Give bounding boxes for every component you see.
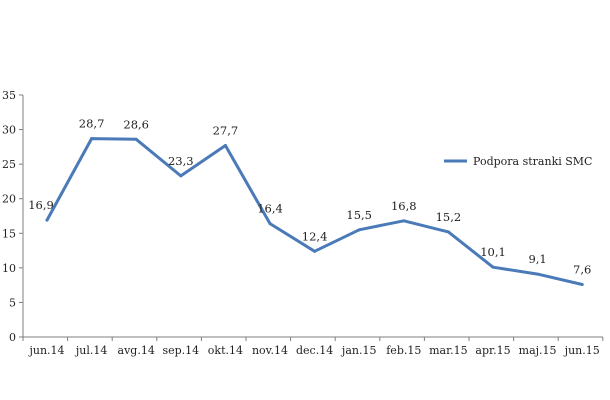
x-tick-label: okt.14 [208, 344, 243, 357]
data-label: 15,2 [436, 210, 462, 224]
data-labels: 16,9 28,7 28,6 23,3 27,7 16,4 12,4 15,5 16,8 15,2… [28, 117, 591, 277]
y-tick-label: 30 [2, 124, 16, 137]
y-tick-label: 10 [2, 262, 16, 275]
data-point [223, 143, 227, 147]
x-tick-label: maj.15 [519, 344, 557, 357]
y-tick-label: 15 [2, 227, 16, 240]
data-point [90, 137, 94, 141]
data-point [179, 174, 183, 178]
data-label: 23,3 [168, 154, 194, 168]
y-tick-label: 20 [2, 193, 16, 206]
y-tick-label: 5 [9, 296, 16, 309]
data-point [402, 219, 406, 223]
chart-axes [22, 95, 603, 338]
data-label: 15,5 [346, 208, 372, 222]
data-point [580, 282, 584, 286]
data-label: 9,1 [528, 252, 546, 266]
data-point [446, 230, 450, 234]
legend: Podpora stranki SMC [444, 155, 592, 168]
x-tick-label: jan.15 [340, 344, 377, 357]
legend-label: Podpora stranki SMC [473, 155, 592, 168]
data-point [536, 272, 540, 276]
series-lines [45, 137, 584, 286]
data-point [357, 228, 361, 232]
x-tick-label: nov.14 [252, 344, 288, 357]
x-tick-label: mar.15 [429, 344, 468, 357]
data-point [491, 265, 495, 269]
data-label: 7,6 [573, 262, 591, 276]
y-axis-ticks: 0 5 10 15 20 25 30 35 [2, 89, 23, 344]
y-tick-label: 0 [9, 331, 16, 344]
x-tick-label: feb.15 [386, 344, 421, 357]
data-label: 12,4 [302, 229, 328, 243]
data-label: 28,7 [79, 117, 105, 131]
data-label: 16,8 [391, 199, 417, 213]
x-tick-label: jun.15 [563, 344, 600, 357]
data-point [268, 222, 272, 226]
x-tick-label: jun.14 [27, 344, 64, 357]
data-label: 28,6 [123, 117, 149, 131]
x-tick-label: apr.15 [475, 344, 510, 357]
data-point [134, 137, 138, 141]
data-label: 16,4 [257, 202, 283, 216]
data-point [313, 249, 317, 253]
x-tick-label: sep.14 [162, 344, 199, 357]
x-tick-label: dec.14 [296, 344, 333, 357]
data-point [45, 218, 49, 222]
x-tick-label: jul.14 [74, 344, 108, 357]
y-tick-label: 35 [2, 89, 16, 102]
x-axis-ticks: jun.14 jul.14 avg.14 sep.14 okt.14 nov.14 dec.… [22, 337, 604, 357]
y-tick-label: 25 [2, 158, 16, 171]
data-label: 10,1 [480, 245, 506, 259]
x-tick-label: avg.14 [118, 344, 155, 357]
data-label: 16,9 [28, 198, 54, 212]
data-label: 27,7 [213, 123, 239, 137]
